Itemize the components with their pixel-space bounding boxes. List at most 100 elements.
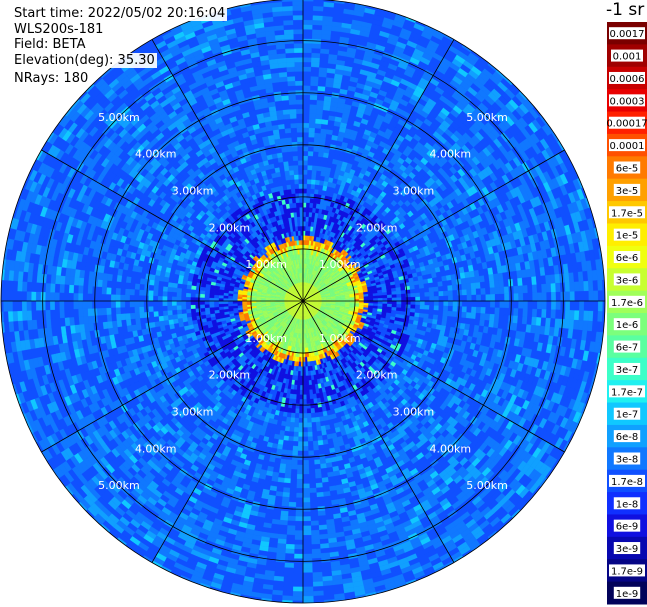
ppi-cell <box>424 296 430 302</box>
ppi-cell <box>314 132 321 139</box>
ppi-cell <box>302 94 311 100</box>
ppi-cell <box>527 308 533 318</box>
ppi-cell <box>317 81 327 87</box>
ppi-cell <box>438 295 444 302</box>
ppi-cell <box>475 306 482 314</box>
ppi-cell <box>302 146 309 152</box>
ppi-cell <box>386 291 392 296</box>
ppi-cell <box>448 295 454 302</box>
ppi-cell <box>485 287 491 295</box>
ppi-cell <box>545 309 552 319</box>
ppi-cell <box>532 300 538 310</box>
ppi-cell <box>372 303 379 307</box>
ppi-cell <box>498 279 505 288</box>
ppi-cell <box>312 155 319 162</box>
ppi-cell <box>499 286 505 295</box>
ppi-cell <box>476 294 482 302</box>
ppi-cell <box>312 33 322 40</box>
ppi-cell <box>302 197 307 203</box>
ppi-cell <box>466 294 472 302</box>
ppi-cell <box>494 293 500 302</box>
ppi-cell <box>480 300 486 308</box>
ppi-cell <box>460 278 467 285</box>
ppi-cell <box>306 179 312 185</box>
ppi-cell <box>466 306 472 313</box>
ppi-cell <box>302 160 309 166</box>
ppi-cell <box>504 293 510 302</box>
ppi-cell <box>318 76 327 83</box>
ppi-cell <box>457 295 463 302</box>
ppi-cell <box>494 307 500 315</box>
ppi-cell <box>521 277 528 286</box>
ppi-cell <box>307 160 313 166</box>
ppi-cell <box>503 307 510 316</box>
ppi-cell <box>512 315 519 324</box>
ppi-cell <box>569 310 575 321</box>
ppi-cell <box>541 292 547 302</box>
ppi-cell <box>503 279 509 288</box>
ppi-cell <box>518 293 524 302</box>
ppi-cell <box>513 293 519 302</box>
ppi-cell <box>549 274 556 284</box>
ppi-cell <box>442 285 449 292</box>
ppi-cell <box>322 109 330 116</box>
ppi-cell <box>484 281 491 289</box>
ppi-cell <box>382 297 388 302</box>
ppi-cell <box>461 311 467 319</box>
ppi-cell <box>517 285 524 294</box>
ppi-cell <box>410 289 416 294</box>
ppi-cell <box>311 52 321 59</box>
ppi-cell <box>422 278 429 285</box>
ppi-cell <box>309 198 314 204</box>
ppi-cell <box>485 307 491 315</box>
ppi-cell <box>462 295 468 302</box>
ppi-cell <box>302 14 314 21</box>
ppi-cell <box>517 277 523 287</box>
ppi-cell <box>504 300 510 309</box>
ppi-cell <box>593 290 599 302</box>
ppi-cell <box>391 303 397 308</box>
ppi-cell <box>517 315 523 325</box>
ppi-cell <box>564 310 571 320</box>
ppi-cell <box>302 5 314 11</box>
ppi-cell <box>535 275 542 285</box>
ppi-cell <box>521 316 528 325</box>
ppi-cell <box>358 296 365 300</box>
ppi-cell <box>456 284 463 291</box>
ppi-cell <box>555 282 561 293</box>
ppi-cell <box>469 318 476 326</box>
ppi-cell <box>493 314 500 322</box>
ppi-cell <box>531 316 537 326</box>
ppi-cell <box>415 300 421 306</box>
ppi-cell <box>302 85 311 91</box>
ppi-cell <box>503 314 509 323</box>
ppi-cell <box>485 294 491 302</box>
ppi-cell <box>490 294 496 302</box>
ppi-cell <box>315 109 324 115</box>
ppi-cell <box>302 108 310 114</box>
ppi-cell <box>302 33 313 39</box>
ppi-cell <box>565 300 571 311</box>
ppi-cell <box>433 286 439 292</box>
ppi-cell <box>320 128 328 135</box>
ppi-cell <box>460 317 467 324</box>
ppi-cell <box>457 306 463 313</box>
ppi-cell <box>480 294 486 302</box>
ppi-cell <box>442 280 448 287</box>
ppi-cell <box>310 76 319 82</box>
ppi-cell <box>536 309 543 318</box>
ppi-cell <box>537 300 543 310</box>
ppi-cell <box>382 292 388 296</box>
ppi-cell <box>419 304 425 310</box>
ppi-cell <box>311 179 316 185</box>
ppi-cell <box>321 161 328 168</box>
ppi-cell <box>488 320 495 328</box>
ppi-cell <box>368 293 374 297</box>
ppi-cell <box>457 300 463 307</box>
ppi-cell <box>311 47 321 54</box>
ppi-cell <box>302 10 314 16</box>
ppi-cell <box>545 283 552 293</box>
ppi-cell <box>480 307 486 314</box>
ppi-cell <box>465 312 472 319</box>
ppi-cell <box>320 48 330 55</box>
